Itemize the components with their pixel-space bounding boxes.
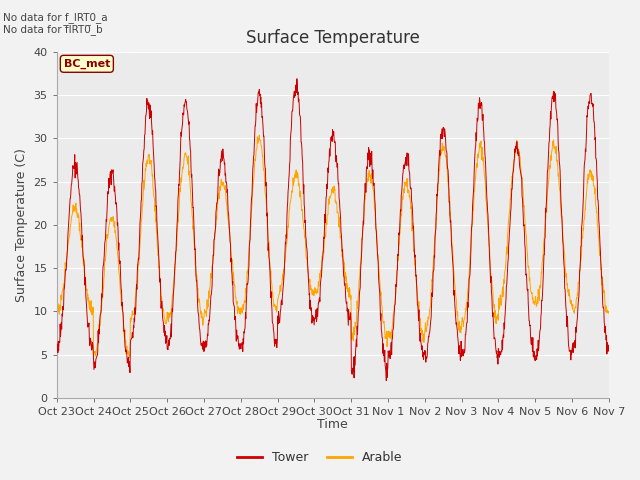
Text: BC_met: BC_met xyxy=(63,59,110,69)
Legend: Tower, Arable: Tower, Arable xyxy=(232,446,408,469)
X-axis label: Time: Time xyxy=(317,419,348,432)
Text: No data for f̅IRT0̅_b: No data for f̅IRT0̅_b xyxy=(3,24,103,35)
Y-axis label: Surface Temperature (C): Surface Temperature (C) xyxy=(15,148,28,302)
Title: Surface Temperature: Surface Temperature xyxy=(246,29,420,48)
Text: No data for f_IRT0_a: No data for f_IRT0_a xyxy=(3,12,108,23)
